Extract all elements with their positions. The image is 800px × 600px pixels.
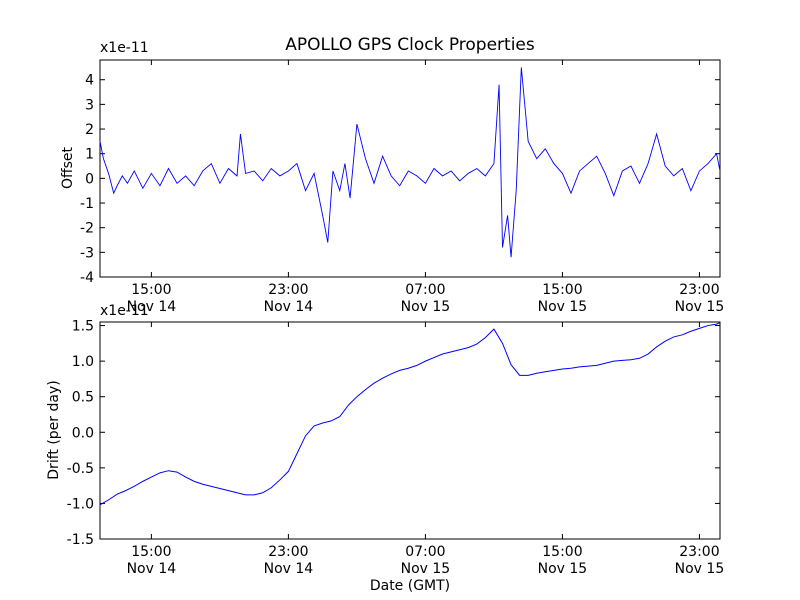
drift-y-axis-label: Drift (per day) (46, 380, 62, 479)
y-tick-label: -3 (80, 245, 94, 261)
y-tick-label: -1 (80, 196, 94, 212)
x-tick-time-label: 15:00 (542, 282, 582, 298)
x-tick-date-label: Nov 15 (401, 299, 451, 315)
drift-plot-frame (99, 321, 721, 540)
y-tick-label: 0.5 (72, 390, 94, 406)
x-tick-time-label: 15:00 (542, 544, 582, 560)
x-tick-time-label: 15:00 (131, 282, 171, 298)
x-tick-date-label: Nov 14 (127, 299, 177, 315)
y-tick-label: -1.0 (67, 496, 94, 512)
x-tick-date-label: Nov 15 (538, 561, 588, 577)
x-tick-date-label: Nov 15 (675, 299, 725, 315)
y-tick-label: -4 (80, 270, 94, 286)
offset-y-axis-label: Offset (60, 146, 76, 189)
chart-title: APOLLO GPS Clock Properties (285, 35, 535, 55)
x-tick-time-label: 15:00 (131, 544, 171, 560)
x-tick-date-label: Nov 14 (264, 561, 314, 577)
x-tick-date-label: Nov 14 (127, 561, 177, 577)
x-tick-time-label: 23:00 (679, 544, 719, 560)
y-tick-label: -0.5 (67, 461, 94, 477)
y-tick-label: 1.5 (72, 319, 94, 335)
x-tick-date-label: Nov 15 (538, 299, 588, 315)
x-tick-time-label: 23:00 (679, 282, 719, 298)
x-tick-date-label: Nov 15 (675, 561, 725, 577)
y-tick-label: 0 (85, 171, 94, 187)
x-tick-time-label: 23:00 (268, 282, 308, 298)
x-axis-label: Date (GMT) (370, 578, 450, 594)
x-tick-date-label: Nov 14 (264, 299, 314, 315)
x-tick-time-label: 07:00 (405, 544, 445, 560)
y-tick-label: 2 (85, 122, 94, 138)
offset-series-line (99, 67, 721, 258)
y-tick-label: 1.0 (72, 354, 94, 370)
drift-multiplier-label: x1e-11 (100, 303, 149, 319)
drift-series-line (99, 322, 721, 506)
y-tick-label: 1 (85, 147, 94, 163)
drift-y-ticks: -1.5 -1.0 -0.5 0.0 0.5 1.0 1.5 (67, 319, 720, 548)
offset-plot-frame (99, 59, 721, 278)
y-tick-label: 0.0 (72, 425, 94, 441)
x-tick-time-label: 23:00 (268, 544, 308, 560)
y-tick-label: 3 (85, 97, 94, 113)
x-tick-time-label: 07:00 (405, 282, 445, 298)
y-tick-label: -1.5 (67, 532, 94, 548)
offset-multiplier-label: x1e-11 (100, 40, 149, 56)
y-tick-label: -2 (80, 221, 94, 237)
y-tick-label: 4 (85, 73, 94, 89)
offset-y-ticks: -4 -3 -2 -1 0 1 2 3 4 (80, 73, 720, 286)
drift-panel: x1e-11 Drift (per day) -1.5 -1.0 -0.5 0.0 0.… (46, 303, 724, 577)
x-tick-date-label: Nov 15 (401, 561, 451, 577)
